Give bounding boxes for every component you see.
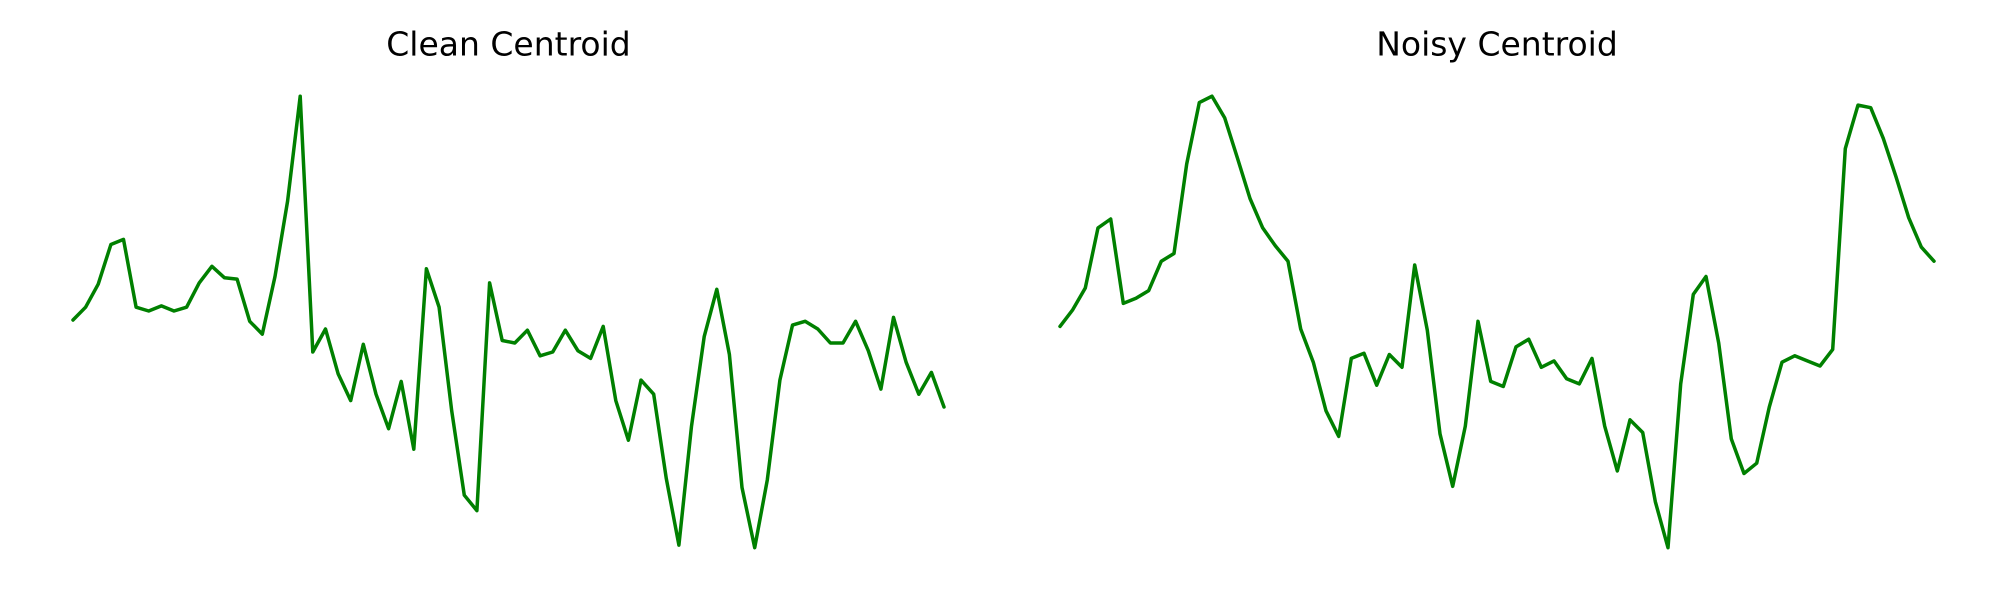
data-line	[1058, 94, 1936, 550]
chart-title: Noisy Centroid	[1376, 25, 1618, 64]
chart-title: Clean Centroid	[386, 25, 631, 64]
data-line	[71, 94, 946, 550]
